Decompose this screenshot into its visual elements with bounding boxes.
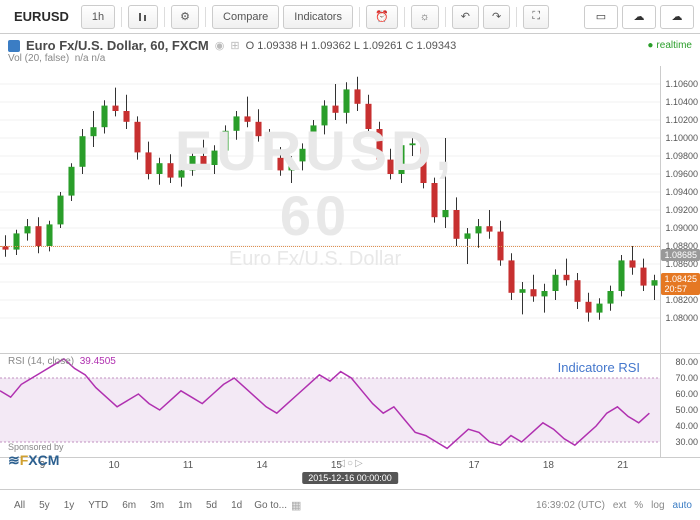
range-5d[interactable]: 5d: [200, 497, 223, 514]
rsi-y-axis[interactable]: 80.0070.0060.0050.0040.0030.00: [660, 354, 700, 458]
bottom-bar: All5y1yYTD6m3m1m5d1d Go to... ▦ 16:39:02…: [0, 490, 700, 520]
interval-button[interactable]: 1h: [81, 5, 115, 29]
candle-canvas: [0, 66, 660, 354]
bulb-icon: ☼: [420, 11, 430, 23]
fullscreen-button[interactable]: ⛶: [523, 5, 549, 29]
time-axis[interactable]: 910111415171821 ◁ ○ ▷ 2015-12-16 00:00:0…: [0, 458, 700, 490]
range-1m[interactable]: 1m: [172, 497, 198, 514]
undo-button[interactable]: ↶: [452, 5, 479, 29]
symbol-label: EURUSD: [6, 9, 77, 24]
price-chart[interactable]: EURUSD, 60 Euro Fx/U.S. Dollar 1.106001.…: [0, 66, 700, 354]
redo-icon: ↷: [492, 10, 501, 23]
clock-label: 16:39:02 (UTC): [536, 500, 605, 511]
scroll-left-icon[interactable]: ◁: [337, 458, 345, 469]
top-toolbar: EURUSD 1h ⚙ Compare Indicators ⏰ ☼ ↶ ↷ ⛶…: [0, 0, 700, 34]
time-nav[interactable]: ◁ ○ ▷: [337, 458, 362, 469]
cloud-down-icon: ☁: [634, 10, 645, 23]
ext-toggle[interactable]: ext: [613, 500, 626, 511]
price-y-axis[interactable]: 1.106001.104001.102001.100001.098001.096…: [660, 66, 700, 354]
rsi-panel[interactable]: RSI (14, close) 39.4505 Indicatore RSI 8…: [0, 354, 700, 458]
sponsor-logo[interactable]: ≋FFXCMXCM: [8, 452, 64, 469]
chart-header: Euro Fx/U.S. Dollar, 60, FXCM ◉ ⊞ O 1.09…: [0, 34, 700, 53]
cloud-upload-button[interactable]: ☁: [660, 5, 694, 29]
realtime-badge: realtime: [647, 40, 692, 51]
rsi-annotation: Indicatore RSI: [558, 360, 640, 375]
symbol-square-icon: [8, 40, 20, 52]
chart-title: Euro Fx/U.S. Dollar, 60, FXCM: [26, 38, 209, 53]
goto-button[interactable]: Go to...: [254, 500, 287, 511]
expand-icon: ⛶: [532, 10, 540, 23]
candle-style-button[interactable]: [128, 5, 158, 29]
compare-button[interactable]: Compare: [212, 5, 279, 29]
gear-icon: ⚙: [180, 10, 190, 23]
indicators-button[interactable]: Indicators: [283, 5, 353, 29]
idea-button[interactable]: ☼: [411, 5, 439, 29]
toggle-settings-icon[interactable]: ⊞: [230, 39, 239, 52]
range-1d[interactable]: 1d: [225, 497, 248, 514]
time-center-label: 2015-12-16 00:00:00: [302, 472, 398, 484]
range-5y[interactable]: 5y: [33, 497, 56, 514]
volume-row: Vol (20, false) n/a n/a: [0, 53, 700, 66]
price-dotted-line: [0, 246, 660, 247]
range-buttons: All5y1yYTD6m3m1m5d1d: [8, 497, 248, 514]
scroll-right-icon[interactable]: ▷: [355, 458, 363, 469]
range-6m[interactable]: 6m: [116, 497, 142, 514]
sponsor-block: Sponsored by ≋FFXCMXCM: [8, 442, 64, 469]
range-1y[interactable]: 1y: [58, 497, 81, 514]
range-all[interactable]: All: [8, 497, 31, 514]
rsi-header: RSI (14, close) 39.4505: [8, 356, 116, 367]
undo-icon: ↶: [461, 10, 470, 23]
alarm-icon: ⏰: [375, 10, 389, 23]
settings-button[interactable]: ⚙: [171, 5, 199, 29]
calendar-icon[interactable]: ▦: [291, 499, 301, 512]
alert-button[interactable]: ⏰: [366, 5, 398, 29]
candle-icon: [137, 11, 149, 23]
cloud-up-icon: ☁: [672, 10, 683, 23]
toggle-eye-icon[interactable]: ◉: [215, 39, 225, 52]
scroll-play-icon[interactable]: ○: [347, 458, 353, 469]
pct-toggle[interactable]: %: [634, 500, 643, 511]
auto-toggle[interactable]: auto: [673, 500, 692, 511]
layout-icon: ▭: [596, 10, 606, 23]
redo-button[interactable]: ↷: [483, 5, 510, 29]
ohlc-display: O 1.09338 H 1.09362 L 1.09261 C 1.09343: [246, 40, 457, 52]
log-toggle[interactable]: log: [651, 500, 664, 511]
range-ytd[interactable]: YTD: [82, 497, 114, 514]
range-3m[interactable]: 3m: [144, 497, 170, 514]
layout-button[interactable]: ▭: [584, 5, 618, 29]
cloud-download-button[interactable]: ☁: [622, 5, 656, 29]
